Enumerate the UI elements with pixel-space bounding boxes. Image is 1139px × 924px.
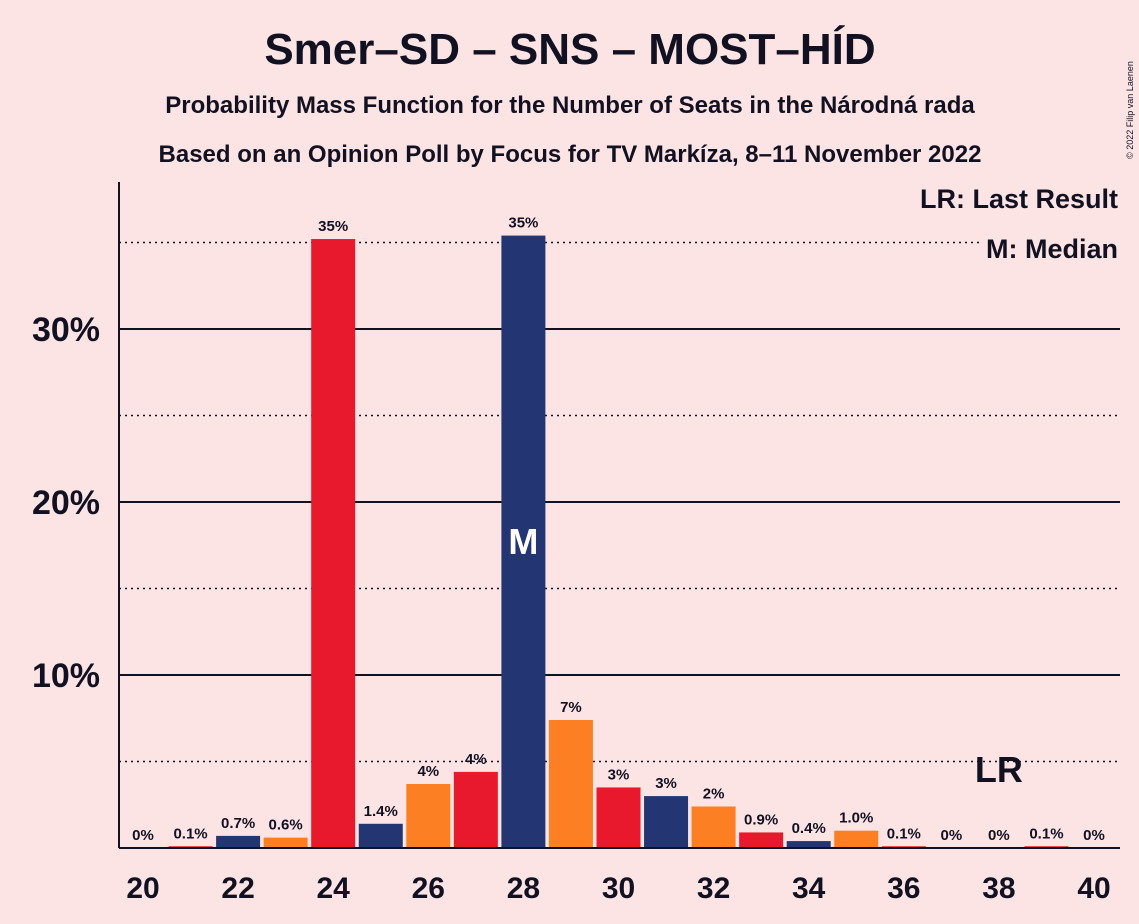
data-labels: 0% 0.1% 0.7% 0.6% 35% 1.4% 4% 4% 35% 7% 3% 3% 2% 0.9%… — [132, 215, 1105, 844]
data-label: 35% — [508, 215, 538, 232]
data-label: 35% — [318, 218, 348, 235]
data-label: 0.4% — [792, 820, 826, 837]
x-tick-label: 36 — [887, 872, 920, 905]
data-label: 7% — [560, 699, 582, 716]
legend-median-background — [980, 230, 1120, 266]
x-tick-label: 32 — [697, 872, 730, 905]
x-tick-label: 40 — [1077, 872, 1110, 905]
bars — [168, 235, 1069, 849]
data-label: 0.1% — [173, 825, 207, 842]
data-label: 4% — [417, 763, 439, 780]
data-label: 0.1% — [1029, 825, 1063, 842]
x-tick-label: 38 — [982, 872, 1015, 905]
bar — [786, 841, 831, 848]
x-tick-label: 26 — [412, 872, 445, 905]
copyright-notice: © 2022 Filip van Laenen — [1125, 61, 1135, 159]
last-result-marker: LR — [975, 749, 1023, 790]
bar — [453, 771, 498, 848]
gridlines — [119, 241, 1120, 763]
data-label: 0.1% — [887, 825, 921, 842]
data-label: 3% — [655, 775, 677, 792]
bar — [644, 796, 689, 848]
x-tick-label: 20 — [126, 872, 159, 905]
data-label: 1.0% — [839, 810, 873, 827]
x-tick-label: 34 — [792, 872, 826, 905]
median-marker: M — [508, 521, 538, 562]
data-label: 0.9% — [744, 811, 778, 828]
bar — [548, 719, 593, 848]
data-label: 0% — [988, 827, 1010, 844]
data-label: 0% — [1083, 827, 1105, 844]
legend-median: M: Median — [986, 234, 1118, 264]
data-label: 4% — [465, 751, 487, 768]
bar — [358, 823, 403, 848]
bar — [739, 832, 784, 848]
bar — [263, 837, 308, 848]
data-label: 1.4% — [364, 803, 398, 820]
x-tick-label: 30 — [602, 872, 635, 905]
x-tick-label: 22 — [221, 872, 254, 905]
bar — [691, 806, 736, 848]
x-tick-labels: 20 22 24 26 28 30 32 34 36 38 40 — [126, 872, 1110, 905]
chart-subtitle-2: Based on an Opinion Poll by Focus for TV… — [159, 141, 982, 168]
bar — [501, 235, 546, 848]
data-label: 0.7% — [221, 815, 255, 832]
y-tick-label: 20% — [32, 484, 100, 522]
chart-subtitle-1: Probability Mass Function for the Number… — [165, 92, 975, 119]
data-label: 0% — [132, 827, 154, 844]
bar — [216, 835, 261, 848]
data-label: 3% — [608, 766, 630, 783]
y-tick-label: 30% — [32, 311, 100, 349]
bar — [834, 830, 879, 848]
x-tick-label: 24 — [317, 872, 351, 905]
y-tick-labels: 10% 20% 30% — [32, 311, 100, 695]
data-label: 2% — [703, 785, 725, 802]
legend-last-result: LR: Last Result — [920, 184, 1118, 214]
bar — [406, 783, 451, 848]
data-label: 0% — [941, 827, 963, 844]
bar — [311, 239, 356, 849]
x-tick-label: 28 — [507, 872, 540, 905]
bar — [596, 787, 641, 848]
y-tick-label: 10% — [32, 657, 100, 695]
data-label: 0.6% — [269, 817, 303, 834]
chart-title: Smer–SD – SNS – MOST–HÍD — [264, 24, 875, 74]
